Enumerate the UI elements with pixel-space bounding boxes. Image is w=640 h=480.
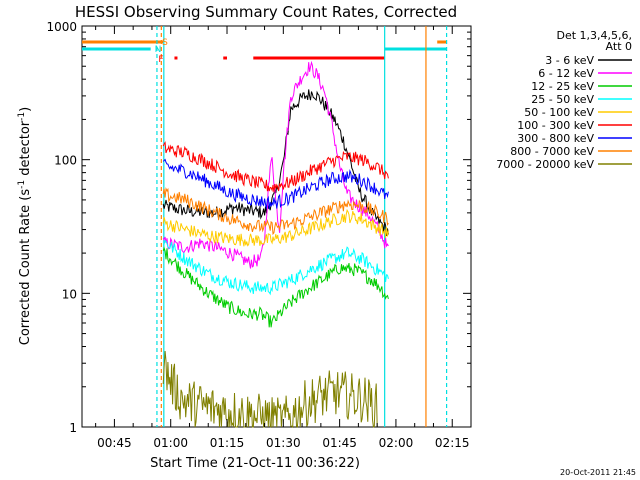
x-tick-label: 01:45 (322, 436, 357, 450)
series-line (162, 89, 389, 236)
observing-flag-bars (82, 40, 447, 60)
x-tick-label: 01:00 (153, 436, 188, 450)
legend-label: 7000 - 20000 keV (496, 158, 594, 171)
legend-header-line-1: Det 1,3,4,5,6, (556, 29, 632, 42)
x-axis-ticks: 00:45 01:00 01:15 01:30 01:45 02:00 02:15 (95, 26, 472, 450)
series-line (162, 246, 389, 328)
legend-label: 100 - 300 keV (517, 119, 594, 132)
legend-label: 6 - 12 keV (538, 67, 594, 80)
x-tick-label: 02:15 (435, 436, 470, 450)
x-axis-label: Start Time (21-Oct-11 00:36:22) (150, 456, 360, 471)
legend-header-line-2: Att 0 (606, 40, 632, 53)
flag-letter: S (162, 38, 168, 48)
x-tick-label: 01:30 (266, 436, 301, 450)
x-tick-label: 00:45 (97, 436, 132, 450)
legend-label: 12 - 25 keV (531, 80, 594, 93)
x-tick-label: 02:00 (379, 436, 414, 450)
series-line (163, 239, 389, 296)
flag-letters: SNF (155, 38, 169, 65)
x-tick-label: 01:15 (210, 436, 245, 450)
series-line (162, 141, 389, 193)
flag-letter: F (158, 55, 163, 65)
series-lines (162, 60, 389, 429)
series-line (162, 158, 389, 210)
timestamp: 20-Oct-2011 21:45 (560, 468, 636, 477)
series-line (162, 208, 389, 247)
legend-label: 25 - 50 keV (531, 93, 594, 106)
y-tick-label: 1000 (46, 20, 77, 34)
series-line (162, 350, 378, 429)
y-axis-label: Corrected Count Rate (s-1 detector-1) (17, 107, 33, 345)
legend-label: 3 - 6 keV (545, 54, 594, 67)
chart-title: HESSI Observing Summary Count Rates, Cor… (75, 3, 457, 21)
y-tick-label: 100 (54, 154, 77, 168)
y-tick-label: 1 (69, 421, 77, 435)
series-line (162, 186, 389, 236)
y-tick-label: 10 (62, 287, 77, 301)
y-axis-ticks: 1 10 100 1000 (46, 20, 471, 435)
legend-label: 800 - 7000 keV (510, 145, 594, 158)
flag-letter: N (155, 45, 162, 55)
legend-label: 50 - 100 keV (524, 106, 594, 119)
legend-label: 300 - 800 keV (517, 132, 594, 145)
